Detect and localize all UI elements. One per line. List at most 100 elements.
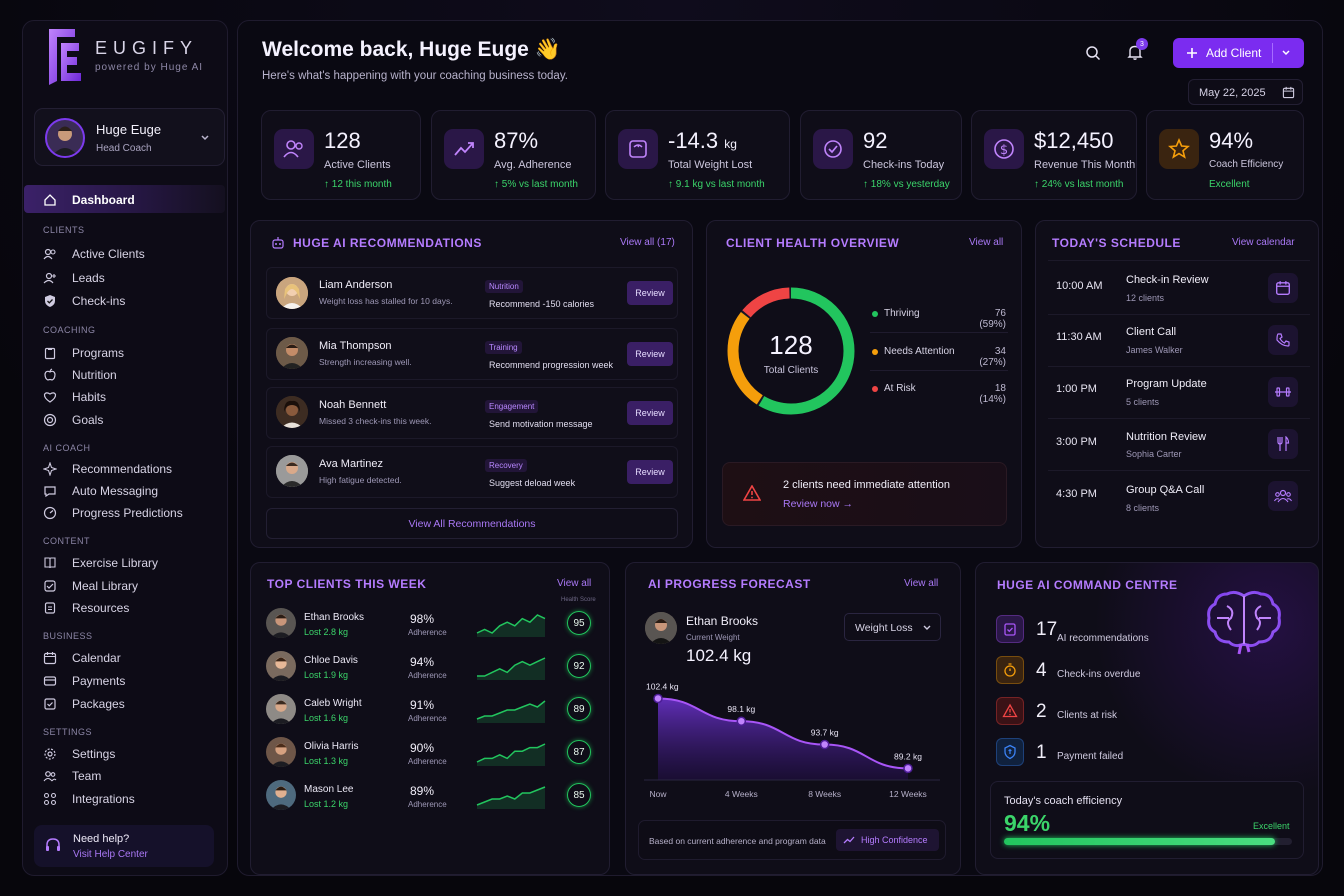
nav-settings[interactable]: Settings — [43, 744, 115, 764]
add-client-button[interactable]: Add Client — [1173, 38, 1304, 68]
clipboard-icon[interactable] — [996, 615, 1024, 643]
health-score-badge: 92 — [567, 654, 591, 678]
clipboard-icon — [44, 347, 56, 360]
client-name[interactable]: Ethan Brooks — [304, 612, 365, 623]
nav-label: Meal Library — [72, 579, 139, 593]
file-icon — [44, 602, 56, 614]
warning-icon[interactable] — [996, 697, 1024, 725]
nav-label: Payments — [72, 674, 126, 688]
nav-active-clients[interactable]: Active Clients — [43, 244, 145, 264]
schedule-sub: 5 clients — [1126, 397, 1160, 407]
utensils-icon[interactable] — [1268, 429, 1298, 459]
stat-coach-efficiency[interactable]: 94% Coach Efficiency Excellent — [1146, 110, 1304, 200]
view-all-link[interactable]: View all — [557, 578, 592, 589]
view-all-link[interactable]: View all (17) — [620, 237, 675, 248]
calendar-icon[interactable] — [1268, 273, 1298, 303]
attention-alert[interactable]: 2 clients need immediate attention Revie… — [722, 462, 1007, 526]
review-button[interactable]: Review — [627, 342, 673, 366]
nav-label: Habits — [72, 390, 107, 404]
recommendation-row[interactable]: Ava Martinez High fatigue detected. Reco… — [266, 446, 678, 498]
confidence-badge: High Confidence — [836, 829, 939, 851]
client-name[interactable]: Caleb Wright — [304, 698, 362, 709]
command-label: Check-ins overdue — [1057, 669, 1141, 680]
nav-team[interactable]: Team — [43, 766, 101, 786]
sparkline-line — [477, 657, 546, 677]
section-title: AI PROGRESS FORECAST — [648, 577, 811, 591]
command-count: 1 — [1036, 742, 1047, 763]
command-label: AI recommendations — [1057, 633, 1149, 644]
client-name[interactable]: Chloe Davis — [304, 655, 358, 666]
nav-recommendations[interactable]: Recommendations — [43, 459, 172, 479]
nav-packages[interactable]: Packages — [43, 694, 125, 714]
search-icon[interactable] — [1085, 45, 1101, 61]
nav-progress-predictions[interactable]: Progress Predictions — [43, 503, 183, 523]
nav-resources[interactable]: Resources — [43, 598, 129, 618]
chevron-down-icon[interactable] — [1281, 48, 1291, 58]
nav-auto-messaging[interactable]: Auto Messaging — [43, 481, 158, 501]
dumbbell-icon[interactable] — [1268, 377, 1298, 407]
chevron-down-icon — [923, 625, 931, 630]
recommendation-row[interactable]: Liam Anderson Weight loss has stalled fo… — [266, 267, 678, 319]
nav-integrations[interactable]: Integrations — [43, 789, 135, 809]
nav-calendar[interactable]: Calendar — [43, 648, 121, 668]
review-button[interactable]: Review — [627, 401, 673, 425]
adherence-label: Adherence — [408, 628, 447, 637]
timer-icon[interactable] — [996, 656, 1024, 684]
review-now-link[interactable]: Review now → — [783, 498, 854, 510]
nav-payments[interactable]: Payments — [43, 671, 125, 691]
phone-icon[interactable] — [1268, 325, 1298, 355]
forecast-point — [653, 693, 663, 704]
credit-card-icon — [43, 676, 57, 686]
profile-switcher[interactable]: Huge Euge Head Coach — [34, 108, 225, 166]
nav-programs[interactable]: Programs — [43, 343, 124, 363]
x-tick-label: 8 Weeks — [808, 789, 841, 799]
client-name[interactable]: Mason Lee — [304, 784, 354, 795]
sparkline-line — [476, 786, 546, 806]
goal-select[interactable]: Weight Loss — [844, 613, 941, 641]
help-link[interactable]: Visit Help Center — [73, 849, 148, 860]
help-card[interactable]: Need help? Visit Help Center — [34, 825, 214, 867]
nav-meal-library[interactable]: Meal Library — [43, 576, 138, 596]
nav-goals[interactable]: Goals — [43, 410, 103, 430]
view-all-recommendations-button[interactable]: View All Recommendations — [266, 508, 678, 539]
recommendation-row[interactable]: Noah Bennett Missed 3 check-ins this wee… — [266, 387, 678, 439]
review-button[interactable]: Review — [627, 281, 673, 305]
stat-label: Total Weight Lost — [668, 159, 753, 171]
view-all-link[interactable]: View all — [969, 237, 1004, 248]
card-icon[interactable] — [996, 738, 1024, 766]
schedule-sub: James Walker — [1126, 345, 1183, 355]
stat-value: 92 — [863, 128, 888, 153]
stat-change: ↑ 18% vs yesterday — [863, 179, 950, 190]
stat-weight-lost[interactable]: -14.3 kg Total Weight Lost ↑ 9.1 kg vs l… — [605, 110, 790, 200]
health-score-label: Health Score — [561, 597, 596, 603]
target-icon — [43, 413, 57, 427]
adherence-label: Adherence — [408, 671, 447, 680]
view-all-link[interactable]: View all — [904, 578, 939, 589]
nav-exercise-library[interactable]: Exercise Library — [43, 553, 158, 573]
client-name[interactable]: Olivia Harris — [304, 741, 359, 752]
group-icon[interactable] — [1268, 481, 1298, 511]
recommendation-row[interactable]: Mia Thompson Strength increasing well. T… — [266, 328, 678, 380]
view-calendar-link[interactable]: View calendar — [1232, 237, 1295, 248]
nav-habits[interactable]: Habits — [43, 387, 106, 407]
stat-check-ins[interactable]: 92 Check-ins Today ↑ 18% vs yesterday — [800, 110, 962, 200]
notification-badge: 3 — [1136, 38, 1148, 50]
date-picker[interactable]: May 22, 2025 — [1188, 79, 1303, 105]
nav-nutrition[interactable]: Nutrition — [43, 365, 117, 385]
stat-change: ↑ 24% vs last month — [1034, 179, 1124, 190]
stat-revenue[interactable]: $ $12,450 Revenue This Month ↑ 24% vs la… — [971, 110, 1137, 200]
stat-active-clients[interactable]: 128 Active Clients ↑ 12 this month — [261, 110, 421, 200]
schedule-title: Program Update — [1126, 378, 1207, 390]
stat-avg-adherence[interactable]: 87% Avg. Adherence ↑ 5% vs last month — [431, 110, 596, 200]
review-button[interactable]: Review — [627, 460, 673, 484]
nav-leads[interactable]: Leads — [43, 268, 105, 288]
stat-change: ↑ 9.1 kg vs last month — [668, 179, 765, 190]
nav-dashboard[interactable]: Dashboard — [43, 190, 135, 210]
schedule-time: 3:00 PM — [1056, 436, 1097, 448]
notifications-button[interactable]: 3 — [1127, 38, 1148, 62]
headset-icon — [46, 838, 60, 851]
sparkle-icon — [43, 462, 57, 476]
nav-check-ins[interactable]: Check-ins — [43, 291, 125, 311]
nav-label: Active Clients — [72, 247, 145, 261]
efficiency-value: 94% — [1004, 810, 1051, 836]
